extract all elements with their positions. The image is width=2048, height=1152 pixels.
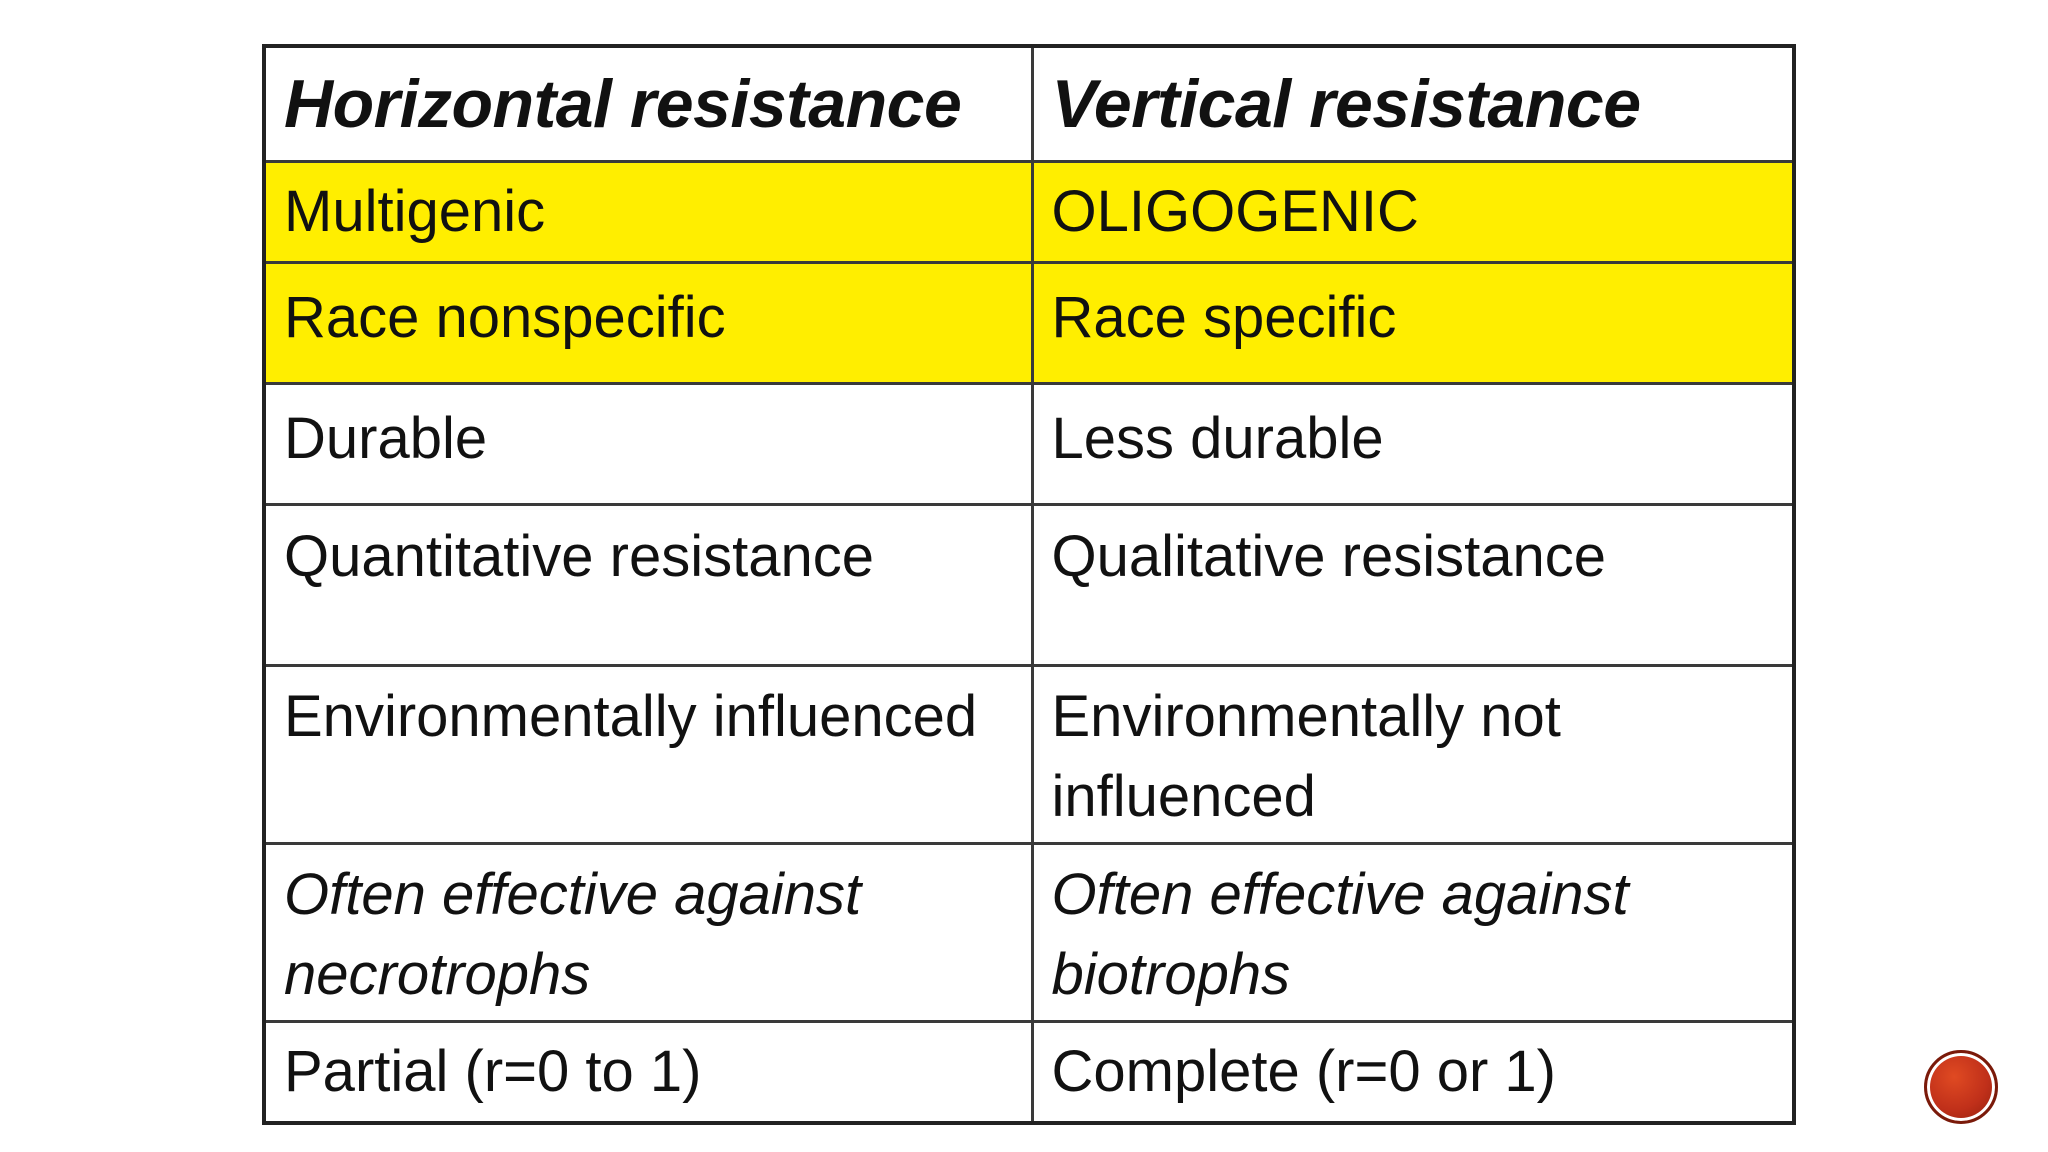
cell-left: Partial (r=0 to 1) [262, 1020, 1034, 1125]
header-row: Horizontal resistance Vertical resistanc… [262, 44, 1796, 163]
circle-nav-icon[interactable] [1924, 1050, 1998, 1124]
cell-left: Race nonspecific [262, 261, 1034, 385]
cell-right: Race specific [1030, 261, 1796, 385]
cell-left: Environmentally influenced [262, 664, 1034, 845]
cell-right: Less durable [1030, 382, 1796, 506]
header-horizontal-resistance: Horizontal resistance [262, 44, 1034, 163]
table-row: Often effective against necrotrophs Ofte… [262, 842, 1796, 1023]
header-vertical-resistance: Vertical resistance [1030, 44, 1796, 163]
cell-left: Often effective against necrotrophs [262, 842, 1034, 1023]
table-row: Race nonspecific Race specific [262, 261, 1796, 385]
cell-right: OLIGOGENIC [1030, 160, 1796, 264]
table-row: Multigenic OLIGOGENIC [262, 160, 1796, 264]
cell-right: Often effective against biotrophs [1030, 842, 1796, 1023]
comparison-table: Horizontal resistance Vertical resistanc… [262, 44, 1796, 1125]
cell-right: Qualitative resistance [1030, 503, 1796, 667]
cell-left: Quantitative resistance [262, 503, 1034, 667]
cell-left: Multigenic [262, 160, 1034, 264]
table-row: Quantitative resistance Qualitative resi… [262, 503, 1796, 667]
cell-right: Environmentally not influenced [1030, 664, 1796, 845]
table-row: Partial (r=0 to 1) Complete (r=0 or 1) [262, 1020, 1796, 1125]
cell-left: Durable [262, 382, 1034, 506]
cell-right: Complete (r=0 or 1) [1030, 1020, 1796, 1125]
table-row: Durable Less durable [262, 382, 1796, 506]
table-row: Environmentally influenced Environmental… [262, 664, 1796, 845]
